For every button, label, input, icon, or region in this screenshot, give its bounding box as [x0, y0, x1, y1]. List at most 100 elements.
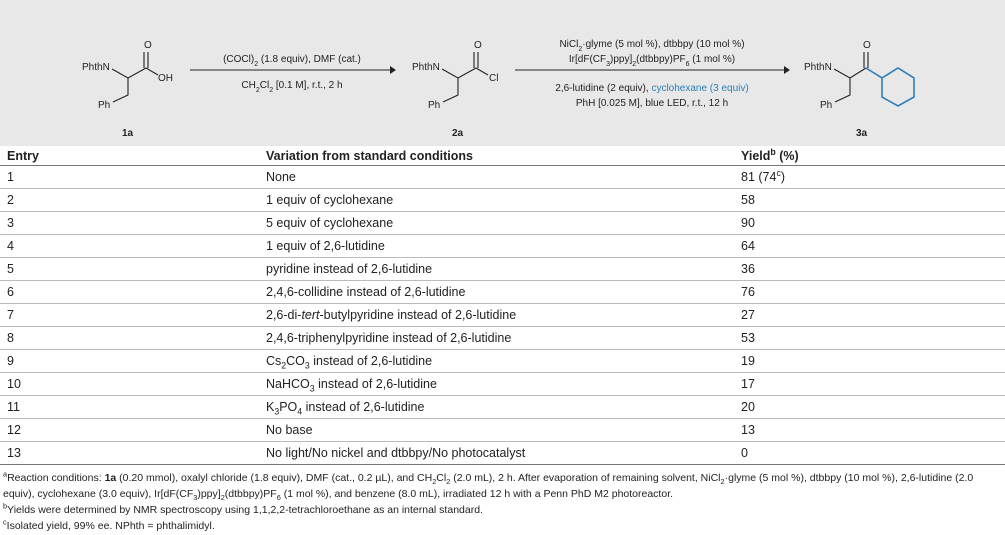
cell: pyridine instead of 2,6-lutidine — [259, 257, 734, 281]
text: 2 — [256, 87, 260, 94]
cell: No light/No nickel and dtbbpy/No photoca… — [259, 441, 734, 465]
row: 5 pyridine instead of 2,6-lutidine 36 — [0, 257, 1005, 281]
text: 81 (74 — [741, 170, 777, 184]
bonds — [833, 52, 869, 103]
text: (2.0 mL), 2 h. After evaporation of rema… — [450, 472, 721, 484]
text: [0.1 M], r.t., 2 h — [273, 80, 342, 91]
cell: 5 equiv of cyclohexane — [259, 211, 734, 235]
bonds — [111, 52, 159, 103]
atom-label: PhthN — [82, 62, 110, 73]
reagent: NiCl2·glyme (5 mol %), dtbbpy (10 mol %) — [559, 39, 744, 53]
text: 2 — [254, 61, 258, 68]
text: Isolated yield, 99% ee. NPhth = phthalim… — [6, 520, 215, 532]
cell: 20 — [734, 395, 1005, 419]
cell: 12 — [0, 418, 259, 442]
row: 9 Cs2CO3 instead of 2,6-lutidine 19 — [0, 349, 1005, 373]
condition: 2,6-lutidine (2 equiv), cyclohexane (3 e… — [555, 83, 748, 94]
header: Variation from standard conditions — [259, 147, 734, 166]
cell: 17 — [734, 372, 1005, 396]
cell: 4 — [0, 234, 259, 258]
text: 1a — [104, 472, 117, 484]
text: Cl — [436, 472, 447, 484]
cell: None — [259, 165, 734, 189]
text: 2 — [281, 360, 287, 371]
bonds — [441, 52, 489, 103]
text: Yield — [741, 149, 771, 163]
row: 11 K3PO4 instead of 2,6-lutidine 20 — [0, 395, 1005, 419]
cell: K3PO4 instead of 2,6-lutidine — [259, 395, 734, 419]
cell: 2 — [0, 188, 259, 212]
cell: 81 (74c) — [734, 165, 1005, 189]
cell: 64 — [734, 234, 1005, 258]
text: ) — [780, 170, 785, 184]
reagent: Ir[dF(CF3)ppy]2(dtbbpy)PF6 (1 mol %) — [569, 54, 735, 68]
text: c — [776, 167, 781, 178]
footnote: cIsolated yield, 99% ee. NPhth = phthali… — [3, 518, 1003, 534]
text: 2 — [446, 477, 451, 487]
cell: 3 — [0, 211, 259, 235]
atom-label: PhthN — [804, 62, 832, 73]
text: a — [3, 469, 8, 479]
cell: 10 — [0, 372, 259, 396]
text: 2 — [632, 61, 636, 68]
header-row: Entry Variation from standard conditions… — [0, 147, 1005, 166]
arrowhead — [784, 66, 790, 74]
text: cyclohexane (3 equiv) — [651, 83, 748, 94]
atom-label: OH — [158, 73, 173, 84]
cell: 13 — [0, 441, 259, 465]
atom-label: O — [474, 40, 482, 51]
atom-label: Ph — [428, 100, 440, 111]
text: (0.20 mmol), oxalyl chloride (1.8 equiv)… — [116, 472, 433, 484]
row: 1 None 81 (74c) — [0, 165, 1005, 189]
atom-label: Cl — [489, 73, 498, 84]
text: Ir[dF(CF — [569, 54, 606, 65]
text: )ppy] — [610, 54, 632, 65]
cell: 6 — [0, 280, 259, 304]
row: 10 NaHCO3 instead of 2,6-lutidine 17 — [0, 372, 1005, 396]
cell: 90 — [734, 211, 1005, 235]
text: 3 — [193, 493, 198, 503]
text: b — [770, 146, 776, 157]
text: CH — [241, 80, 255, 91]
compound-label: 2a — [452, 128, 464, 139]
cell: 1 equiv of cyclohexane — [259, 188, 734, 212]
text: 2 — [269, 87, 273, 94]
compound-label: 3a — [856, 128, 868, 139]
atom-label: O — [863, 40, 871, 51]
text: (dtbbpy)PF — [224, 488, 277, 500]
atom-label: PhthN — [412, 62, 440, 73]
cell: NaHCO3 instead of 2,6-lutidine — [259, 372, 734, 396]
text: PO — [279, 400, 298, 414]
text: K — [266, 400, 275, 414]
text: b — [3, 501, 8, 511]
text: Reaction conditions: — [7, 472, 105, 484]
row: 13 No light/No nickel and dtbbpy/No photo… — [0, 441, 1005, 465]
cell: No base — [259, 418, 734, 442]
cell: 7 — [0, 303, 259, 327]
condition: CH2Cl2 [0.1 M], r.t., 2 h — [241, 80, 342, 94]
text: Cs — [266, 354, 282, 368]
cell: 0 — [734, 441, 1005, 465]
text: 2 — [720, 477, 725, 487]
text: 2,6-di- — [266, 308, 302, 322]
row: 12 No base 13 — [0, 418, 1005, 442]
cell: 11 — [0, 395, 259, 419]
text: NiCl — [559, 39, 578, 50]
cell: 1 equiv of 2,6-lutidine — [259, 234, 734, 258]
text: 2,6-lutidine (2 equiv), — [555, 83, 651, 94]
reaction-scheme: PhthN O OH Ph 1a (COCl)2 (1.8 equiv), DM… — [0, 0, 1005, 146]
text: instead of 2,6-lutidine — [309, 354, 433, 368]
text: ·glyme (5 mol %), dtbbpy (10 mol %), 2,6… — [3, 472, 974, 500]
cell: 9 — [0, 349, 259, 373]
text: instead of 2,6-lutidine — [314, 377, 437, 391]
cell: 36 — [734, 257, 1005, 281]
text: Cl — [260, 80, 269, 91]
cyclohexyl — [865, 67, 915, 107]
condition: PhH [0.025 M], blue LED, r.t., 12 h — [576, 98, 728, 109]
cell: 8 — [0, 326, 259, 350]
compound-label: 1a — [122, 128, 134, 139]
cell: 13 — [734, 418, 1005, 442]
